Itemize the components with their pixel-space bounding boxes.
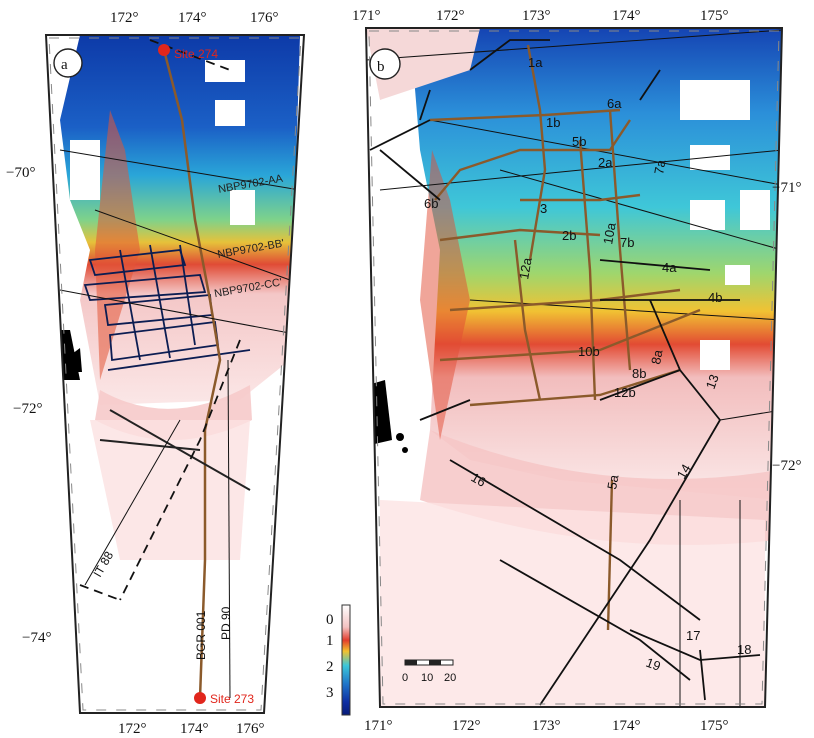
a-lon-top-1: 172° [110,10,139,26]
track-label-1b: 1b [546,115,560,130]
track-label-3: 3 [540,201,547,216]
track-label-10b: 10b [578,344,600,359]
track-label-6a: 6a [607,96,622,111]
track-label-2a: 2a [598,155,613,170]
panel-a-letter: a [61,57,68,73]
track-label-14: 14 [674,461,694,481]
track-label-5a: 5a [604,473,621,491]
panel-b-badge [369,48,401,80]
track-label-18: 18 [737,642,751,657]
panel-a: NBP9702-AA NBP9702-BB' NBP9702-CC' IT 88… [6,10,306,737]
track-label-8a: 8a [648,348,665,366]
depth-colorbar: 0 1 2 3 [326,604,351,716]
line-label-bgr001: BGR 001 [194,610,208,660]
line-label-pd90: PD 90 [219,606,233,640]
a-lon-top-2: 174° [178,10,207,26]
track-label-8b: 8b [632,366,646,381]
track-label-7b: 7b [620,235,634,250]
depth-tick-1: 1 [326,633,334,649]
track-label-13: 13 [703,372,722,391]
track-label-1a: 1a [528,55,543,70]
b-lon-bottom-5: 175° [700,718,729,734]
track-label-17: 17 [686,628,700,643]
a-lon-bottom-3: 176° [236,721,265,737]
site-274-marker [158,44,170,56]
b-lat-right-2: −72° [772,458,801,474]
track-label-2b: 2b [562,228,576,243]
b-lon-top-5: 175° [700,8,729,24]
a-lon-top-3: 176° [250,10,279,26]
panel-b: 1a 1b 2a 2b 3 4a 4b 5a 5b 6a 6b 7a 7b 8a… [352,8,801,734]
b-lon-bottom-2: 172° [452,718,481,734]
b-lon-bottom-3: 173° [532,718,561,734]
site-273-label: Site 273 [210,692,254,706]
distance-scale-bar: 0 10 20 [402,659,456,684]
depth-tick-2: 2 [326,659,334,675]
track-label-19: 19 [644,655,663,674]
track-label-5b: 5b [572,134,586,149]
b-lon-bottom-1: 171° [364,718,393,734]
track-label-12b: 12b [614,385,636,400]
track-label-16: 16 [469,470,489,490]
b-lon-top-2: 172° [436,8,465,24]
b-lat-right-1: −71° [772,180,801,196]
track-label-4b: 4b [708,290,722,305]
panel-a-badge [53,48,83,78]
distance-tick-0: 0 [402,672,408,684]
track-label-7a: 7a [651,158,668,176]
a-lon-bottom-1: 172° [118,721,147,737]
track-label-12a: 12a [516,256,535,281]
site-274-label: Site 274 [174,47,218,61]
distance-tick-20: 20 [444,672,456,684]
a-lat-left-3: −74° [22,630,51,646]
distance-tick-10: 10 [421,672,433,684]
b-lon-bottom-4: 174° [612,718,641,734]
a-lon-bottom-2: 174° [180,721,209,737]
panel-b-letter: b [377,59,385,75]
site-273-marker [194,692,206,704]
a-lat-left-1: −70° [6,165,35,181]
track-label-10a: 10a [600,221,619,246]
panel-a-map: NBP9702-AA NBP9702-BB' NBP9702-CC' IT 88… [46,35,304,713]
a-lat-left-2: −72° [13,401,42,417]
track-label-6b: 6b [424,196,438,211]
track-label-4a: 4a [662,260,677,275]
track-labels: 1a 1b 2a 2b 3 4a 4b 5a 5b 6a 6b 7a 7b 8a… [424,55,751,674]
depth-tick-0: 0 [326,612,334,628]
panel-b-map: 1a 1b 2a 2b 3 4a 4b 5a 5b 6a 6b 7a 7b 8a… [366,28,782,707]
b-lon-top-3: 173° [522,8,551,24]
b-lon-top-4: 174° [612,8,641,24]
b-lon-top-1: 171° [352,8,381,24]
depth-tick-3: 3 [326,685,334,701]
